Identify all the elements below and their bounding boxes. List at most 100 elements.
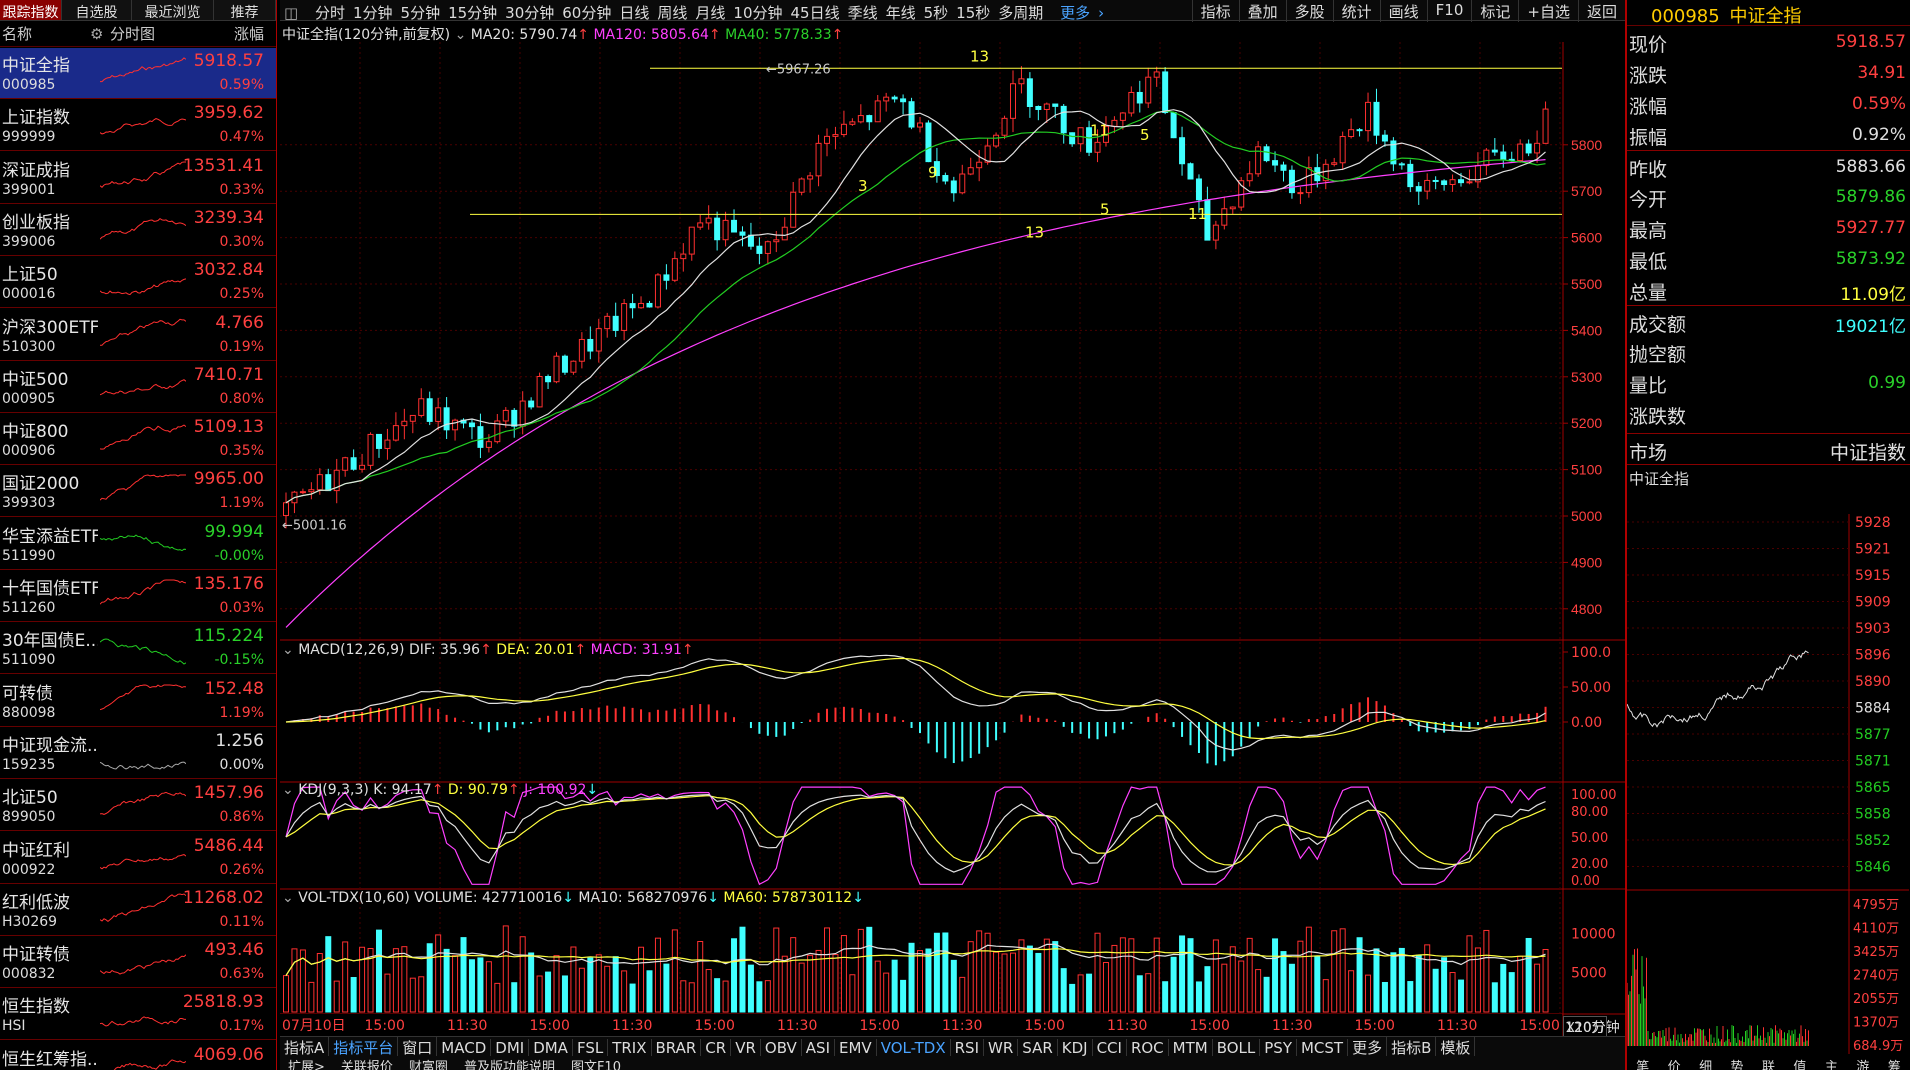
period-tab[interactable]: 60分钟 (562, 4, 612, 22)
quote-tab[interactable]: 值 (1793, 1060, 1807, 1070)
tab-recommend[interactable]: 推荐 (214, 0, 276, 21)
indicator-tab[interactable]: 指标平台 (329, 1037, 399, 1058)
period-tab[interactable]: 5秒 (923, 4, 949, 22)
period-tab[interactable]: 45日线 (790, 4, 840, 22)
indicator-tab[interactable]: SAR (1018, 1039, 1058, 1057)
period-tab[interactable]: 30分钟 (505, 4, 555, 22)
indicator-tab[interactable]: TRIX (608, 1039, 652, 1057)
chart-tool-button[interactable]: 指标 (1191, 0, 1239, 22)
watchlist-row[interactable]: 恒生红筹指...HSCCI4069.060.04% (0, 1042, 276, 1070)
period-tab[interactable]: 月线 (695, 4, 726, 22)
indicator-tab[interactable]: CCI (1093, 1039, 1127, 1057)
watchlist-row[interactable]: 红利低波 H30269 11268.02 0.11% (0, 885, 276, 936)
chart-tool-button[interactable]: 叠加 (1238, 0, 1286, 22)
period-tab[interactable]: 1分钟 (352, 4, 393, 22)
period-tab[interactable]: 15秒 (956, 4, 991, 22)
watchlist-row[interactable]: 上证50 000016 3032.84 0.25% (0, 257, 276, 309)
watchlist-row[interactable]: 中证转债 000832 493.46 0.63% (0, 937, 276, 989)
indicator-tab[interactable]: VOL-TDX (877, 1039, 951, 1057)
tab-tracking-index[interactable]: 跟踪指数 (0, 0, 62, 21)
indicator-tab[interactable]: OBV (761, 1039, 802, 1057)
col-name-header[interactable]: 名称 (2, 25, 33, 43)
tab-favorites[interactable]: 自选股 (62, 0, 132, 21)
status-tab[interactable]: 图文F10 (570, 1060, 621, 1070)
watchlist-row[interactable]: 华宝添益ETF 511990 99.994 -0.00% (0, 519, 276, 570)
indicator-tab[interactable]: PSY (1260, 1039, 1297, 1057)
status-tab[interactable]: 普及版功能说明 (463, 1060, 555, 1070)
indicator-tab[interactable]: DMI (491, 1039, 530, 1057)
indicator-tab[interactable]: BOLL (1213, 1039, 1261, 1057)
watchlist-row[interactable]: 中证500 000905 7410.71 0.80% (0, 362, 276, 413)
watchlist-row[interactable]: 30年国债E... 511090 115.224 -0.15% (0, 623, 276, 675)
period-tab[interactable]: 日线 (619, 4, 650, 22)
chart-tool-button[interactable]: 画线 (1379, 0, 1427, 22)
watchlist-row[interactable]: 十年国债ETF 511260 135.176 0.03% (0, 571, 276, 622)
indicator-tab[interactable]: MCST (1297, 1039, 1349, 1057)
more-periods-button[interactable]: 更多 (1060, 4, 1091, 22)
col-chart-header[interactable]: 分时图 (110, 25, 156, 43)
chart-area[interactable]: 5800 5700 5600 5500 5400 5300 5200 5100 5000 4900… (280, 22, 1625, 1046)
indicator-tab[interactable]: 模板 (1436, 1037, 1476, 1058)
intraday-mini-chart[interactable]: 5928 5921 5915 5909 5903 5896 5890 5884 5877 5871… (1627, 514, 1910, 1054)
indicator-toggle-icon[interactable]: ⌄ (282, 890, 294, 906)
indicator-tab[interactable]: MACD (437, 1039, 492, 1057)
settings-icon[interactable]: ⚙ (90, 24, 104, 43)
indicator-tab[interactable]: ROC (1127, 1039, 1169, 1057)
chart-tool-button[interactable]: F10 (1426, 0, 1472, 22)
watchlist-row[interactable]: 中证全指 000985 5918.57 0.59% (0, 48, 276, 99)
period-tab[interactable]: 季线 (847, 4, 878, 22)
watchlist-row[interactable]: 深证成指 399001 13531.41 0.33% (0, 153, 276, 204)
quote-tab[interactable]: 联 (1761, 1060, 1775, 1070)
indicator-tab[interactable]: VR (731, 1039, 761, 1057)
quote-tab[interactable]: 筹 (1887, 1060, 1901, 1070)
col-change-header[interactable]: 涨幅 (233, 25, 264, 43)
status-tab[interactable]: 扩展> (288, 1060, 325, 1070)
indicator-toggle-icon[interactable]: ⌄ (282, 782, 294, 798)
indicator-tab[interactable]: WR (984, 1039, 1019, 1057)
period-tab[interactable]: 周线 (657, 4, 688, 22)
chart-tool-button[interactable]: 统计 (1332, 0, 1380, 22)
watchlist-row[interactable]: 创业板指 399006 3239.34 0.30% (0, 205, 276, 256)
indicator-tab[interactable]: RSI (951, 1039, 984, 1057)
chart-tool-button[interactable]: 返回 (1577, 0, 1625, 22)
watchlist-row[interactable]: 中证现金流... 159235 1.256 0.00% (0, 728, 276, 779)
watchlist-row[interactable]: 恒生指数 HSI 25818.93 0.17% (0, 989, 276, 1041)
quote-tab[interactable]: 游 (1856, 1060, 1870, 1070)
layout-icon[interactable]: ◫ (284, 4, 299, 22)
chart-tool-button[interactable]: +自选 (1518, 0, 1578, 22)
watchlist-row[interactable]: 上证指数 999999 3959.62 0.47% (0, 100, 276, 152)
quote-tab[interactable]: 价 (1667, 1060, 1681, 1070)
watchlist-row[interactable]: 沪深300ETF 510300 4.766 0.19% (0, 310, 276, 361)
kline-chart-svg[interactable]: 5800 5700 5600 5500 5400 5300 5200 5100 5000 4900… (280, 22, 1625, 1036)
watchlist-row[interactable]: 北证50 899050 1457.96 0.86% (0, 780, 276, 832)
watchlist-row[interactable]: 中证红利 000922 5486.44 0.26% (0, 833, 276, 884)
chevron-down-icon[interactable]: ⌄ (454, 27, 471, 43)
quote-tab[interactable]: 主 (1824, 1060, 1838, 1070)
chart-tool-button[interactable]: 多股 (1285, 0, 1333, 22)
period-tab[interactable]: 5分钟 (400, 4, 441, 22)
indicator-tab[interactable]: MTM (1169, 1039, 1213, 1057)
watchlist-row[interactable]: 国证2000 399303 9965.00 1.19% (0, 466, 276, 518)
indicator-tab[interactable]: 指标A (280, 1037, 330, 1058)
indicator-toggle-icon[interactable]: ⌄ (282, 642, 294, 658)
indicator-tab[interactable]: BRAR (652, 1039, 702, 1057)
period-tab[interactable]: 15分钟 (448, 4, 498, 22)
indicator-tab[interactable]: 窗口 (398, 1037, 438, 1058)
indicator-tab[interactable]: FSL (573, 1039, 609, 1057)
tab-recent[interactable]: 最近浏览 (132, 0, 214, 21)
quote-tab[interactable]: 笔 (1636, 1060, 1650, 1070)
period-tab[interactable]: 多周期 (998, 4, 1044, 22)
period-tab[interactable]: 分时 (314, 4, 345, 22)
indicator-tab[interactable]: CR (701, 1039, 732, 1057)
watchlist-row[interactable]: 可转债 880098 152.48 1.19% (0, 676, 276, 727)
indicator-tab[interactable]: KDJ (1058, 1039, 1093, 1057)
indicator-tab[interactable]: 更多 (1348, 1037, 1388, 1058)
chart-tool-button[interactable]: 标记 (1471, 0, 1518, 22)
period-tab[interactable]: 年线 (885, 4, 916, 22)
indicator-tab[interactable]: ASI (802, 1039, 836, 1057)
indicator-tab[interactable]: EMV (835, 1039, 877, 1057)
quote-tab[interactable]: 细 (1699, 1060, 1713, 1070)
status-tab[interactable]: 财富圈 (408, 1060, 448, 1070)
status-tab[interactable]: 关联报价 (340, 1060, 393, 1070)
period-tab[interactable]: 10分钟 (733, 4, 783, 22)
